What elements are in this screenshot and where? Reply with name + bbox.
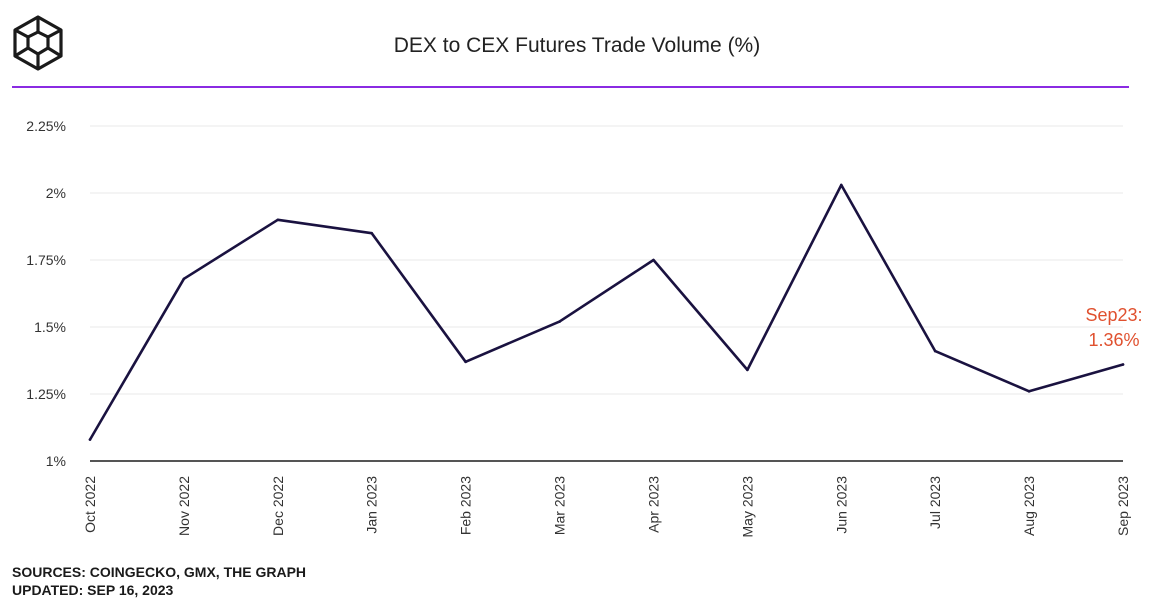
series-line <box>88 183 1125 441</box>
data-point <box>182 277 186 281</box>
data-point <box>839 183 843 187</box>
x-tick-label: May 2023 <box>739 476 755 538</box>
y-tick-label: 1% <box>46 453 66 469</box>
data-point <box>88 438 92 441</box>
title-divider <box>12 86 1129 88</box>
data-point <box>652 258 655 262</box>
data-point <box>464 360 467 364</box>
x-tick-label: Feb 2023 <box>458 476 474 535</box>
annotation-label: Sep23: <box>1085 305 1142 325</box>
annotation-value: 1.36% <box>1088 330 1139 350</box>
x-tick-label: Apr 2023 <box>645 476 661 533</box>
data-point <box>1027 390 1031 393</box>
x-tick-label: Jan 2023 <box>364 476 380 534</box>
data-point <box>370 231 374 235</box>
x-tick-label: Jun 2023 <box>833 476 849 534</box>
y-tick-label: 1.25% <box>26 386 66 402</box>
data-point <box>276 218 280 222</box>
y-tick-label: 2% <box>46 185 66 201</box>
data-point <box>933 349 937 353</box>
x-tick-label: Aug 2023 <box>1021 476 1037 536</box>
updated-note: UPDATED: SEP 16, 2023 <box>12 582 174 598</box>
sources-note: SOURCES: COINGECKO, GMX, THE GRAPH <box>12 564 307 580</box>
y-tick-label: 1.5% <box>34 319 66 335</box>
cube-logo-icon <box>13 15 63 71</box>
x-tick-label: Nov 2022 <box>176 476 192 536</box>
y-tick-label: 2.25% <box>26 118 66 134</box>
data-point <box>1121 363 1125 366</box>
x-tick-label: Dec 2022 <box>270 476 286 536</box>
data-point <box>558 320 561 323</box>
chart-title: DEX to CEX Futures Trade Volume (%) <box>393 34 761 57</box>
x-tick-label: Sep 2023 <box>1115 476 1131 536</box>
x-tick-label: Oct 2022 <box>82 476 98 533</box>
x-tick-label: Jul 2023 <box>927 476 943 529</box>
data-point <box>746 368 749 372</box>
y-tick-label: 1.75% <box>26 252 66 268</box>
x-tick-label: Mar 2023 <box>552 476 568 535</box>
